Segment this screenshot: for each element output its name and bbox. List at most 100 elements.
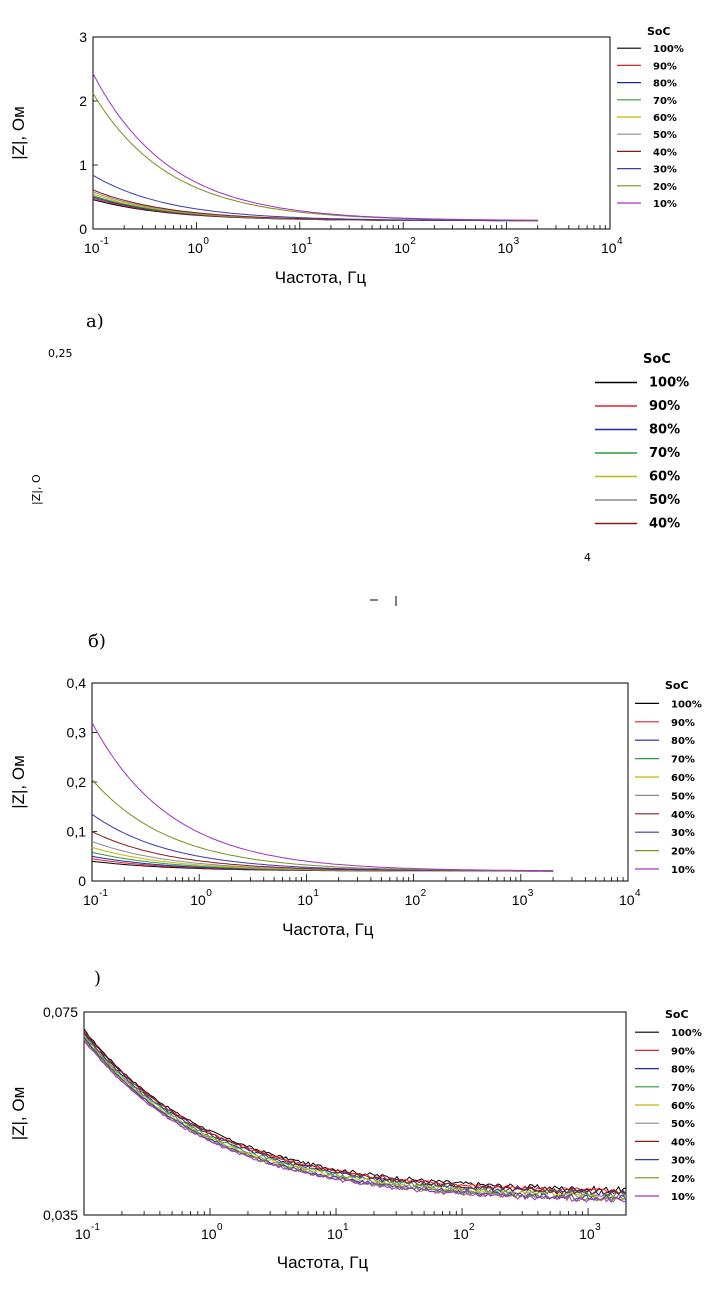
x-tick-label: 10 — [405, 892, 421, 908]
y-tick-label: 0,075 — [43, 1004, 78, 1020]
x-tick-exponent: 1 — [343, 1222, 349, 1233]
legend-item: 80% — [671, 736, 695, 747]
x-tick-exponent: 0 — [217, 1222, 223, 1233]
y-tick-label: 0 — [79, 221, 87, 237]
x-tick-label: 10 — [453, 1226, 469, 1242]
x-tick-exponent: 2 — [421, 888, 427, 899]
legend-item: 50% — [649, 493, 680, 508]
series-line — [83, 1028, 627, 1194]
x-tick-exponent: 0 — [206, 888, 212, 899]
y-axis-label: |Z|, Ом — [9, 106, 28, 160]
series-line — [92, 73, 538, 221]
series-line — [91, 779, 554, 872]
panel-label-b: б) — [88, 631, 106, 652]
y-axis-label: |Z|, Ом — [9, 755, 28, 809]
x-axis-label: Частота, Гц — [275, 268, 367, 287]
plot-frame — [92, 36, 611, 230]
x-tick-label: 10 — [619, 892, 635, 908]
x-tick-label: 10 — [394, 240, 410, 256]
y-tick-label: 3 — [79, 29, 87, 45]
legend-item: 10% — [671, 865, 695, 876]
series-line — [91, 722, 554, 872]
panel-b-ytop-fragment: 0,25 — [48, 347, 73, 360]
x-tick-exponent: 3 — [528, 888, 534, 899]
legend-item: 20% — [653, 182, 677, 193]
x-tick-label: 10 — [297, 892, 313, 908]
x-tick-exponent: 1 — [313, 888, 319, 899]
x-tick-exponent: 1 — [307, 236, 313, 247]
legend-item: 60% — [671, 1101, 695, 1112]
legend-item: 50% — [671, 1119, 695, 1130]
legend-item: 40% — [671, 810, 695, 821]
series-line — [83, 1037, 627, 1202]
legend-item: 10% — [671, 1192, 695, 1203]
plot-frame — [91, 682, 629, 882]
x-tick-exponent: 3 — [595, 1222, 601, 1233]
legend-c: SoC 100% 90% 80% 70% 60% 50% 40% 30% 20% 10% — [635, 679, 702, 876]
y-axis-label: |Z|, Ом — [9, 1087, 28, 1141]
y-tick-label: 0,035 — [43, 1207, 78, 1223]
series-line — [83, 1040, 627, 1204]
x-tick-label: 10 — [83, 892, 99, 908]
x-tick-label: 10 — [190, 892, 206, 908]
y-tick-label: 1 — [79, 157, 87, 173]
legend-item: 20% — [671, 847, 695, 858]
panel-b-ylabel-fragment: |Z|, O — [30, 474, 43, 505]
legend-b: SoC 100% 90% 80% 70% 60% 50% 40% — [595, 352, 689, 532]
legend-d: SoC 100% 90% 80% 70% 60% 50% 40% 30% 20% 10% — [635, 1008, 702, 1203]
x-tick-label: 10 — [327, 1226, 343, 1242]
x-tick-label: 10 — [498, 240, 514, 256]
series-line — [92, 174, 538, 221]
legend-title: SoC — [643, 352, 671, 367]
legend-item: 20% — [671, 1174, 695, 1185]
y-tick-label: 0,2 — [67, 774, 87, 790]
x-tick-label: 10 — [601, 240, 617, 256]
legend-item: 70% — [671, 1083, 695, 1094]
legend-item: 90% — [649, 399, 680, 414]
y-tick-label: 0,1 — [67, 824, 87, 840]
x-tick-exponent: 2 — [410, 236, 416, 247]
legend-item: 60% — [653, 113, 677, 124]
series-line — [91, 813, 554, 872]
series-line — [92, 189, 538, 222]
x-tick-label: 10 — [579, 1226, 595, 1242]
legend-a: SoC 100% 90% 80% 70% 60% 50% 40% 30% 20% 10% — [617, 25, 684, 210]
series-line — [92, 193, 538, 222]
legend-title: SoC — [665, 1008, 689, 1021]
x-tick-exponent: 4 — [617, 236, 623, 247]
legend-item: 90% — [671, 1046, 695, 1057]
x-tick-exponent: -1 — [99, 888, 108, 899]
legend-item: 50% — [653, 130, 677, 141]
legend-item: 80% — [653, 79, 677, 90]
x-tick-label: 10 — [84, 240, 100, 256]
legend-item: 100% — [671, 699, 702, 710]
legend-item: 40% — [671, 1137, 695, 1148]
series-line — [83, 1034, 627, 1199]
legend-item: 100% — [671, 1028, 702, 1039]
panel-label-a: а) — [86, 311, 104, 332]
y-tick-label: 2 — [79, 93, 87, 109]
legend-item: 60% — [671, 773, 695, 784]
x-tick-exponent: -1 — [91, 1222, 100, 1233]
x-axis-label: Частота, Гц — [277, 1253, 369, 1272]
x-tick-exponent: 2 — [469, 1222, 475, 1233]
x-tick-label: 10 — [201, 1226, 217, 1242]
series-line — [83, 1031, 627, 1195]
legend-item: 30% — [671, 828, 695, 839]
x-tick-label: 10 — [512, 892, 528, 908]
legend-item: 40% — [653, 147, 677, 158]
legend-item: 50% — [671, 791, 695, 802]
series-line — [83, 1033, 627, 1197]
legend-item: 10% — [653, 199, 677, 210]
x-tick-label: 10 — [75, 1226, 91, 1242]
panel-label-c: ) — [94, 968, 101, 989]
legend-item: 100% — [653, 44, 684, 55]
panel-b-tick-fragment: 4 — [584, 551, 591, 564]
legend-item: 90% — [671, 718, 695, 729]
legend-item: 70% — [649, 446, 680, 461]
x-tick-exponent: 3 — [514, 236, 520, 247]
legend-item: 90% — [653, 61, 677, 72]
legend-item: 30% — [653, 165, 677, 176]
